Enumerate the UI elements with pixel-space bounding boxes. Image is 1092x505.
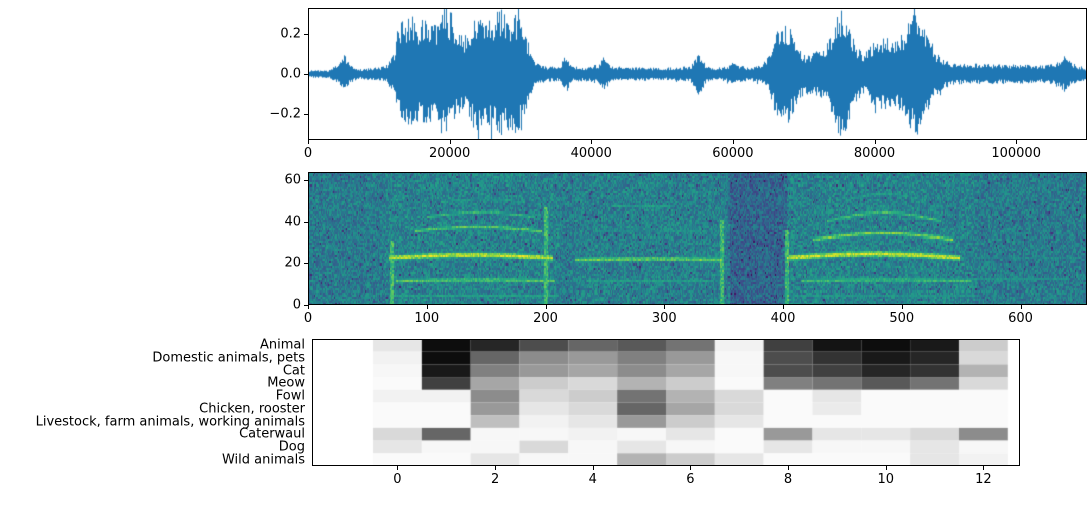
- x-tick-mark: [788, 466, 790, 470]
- x-tick-label: 2: [490, 472, 500, 487]
- x-tick-label: 10: [877, 472, 894, 487]
- x-tick-label: 600: [1008, 311, 1033, 326]
- x-tick-label: 20000: [428, 146, 471, 161]
- x-tick-mark: [1016, 140, 1018, 144]
- x-tick-label: 80000: [853, 146, 896, 161]
- class-row-label: Wild animals: [221, 452, 305, 468]
- class-row-label: Domestic animals, pets: [152, 350, 305, 366]
- x-tick-mark: [901, 305, 903, 309]
- y-tick-label: 20: [284, 255, 301, 271]
- x-tick-mark: [690, 466, 692, 470]
- y-tick-label: 40: [284, 214, 301, 230]
- x-tick-label: 40000: [570, 146, 612, 161]
- spectrogram-subplot: 0 100 200 300 400 500 600 0 20 40 60: [284, 172, 1087, 325]
- y-tick-mark: [304, 74, 308, 75]
- y-tick-mark: [304, 221, 308, 223]
- x-tick-mark: [664, 305, 666, 309]
- x-tick-mark: [983, 466, 985, 470]
- class-scores-canvas: [312, 339, 1020, 466]
- class-row-label: Livestock, farm animals, working animals: [35, 414, 305, 430]
- class-row-label: Dog: [278, 439, 305, 455]
- y-tick-mark: [304, 114, 308, 115]
- x-tick-label: 400: [770, 311, 796, 326]
- x-tick-label: 100: [414, 311, 440, 326]
- x-tick-label: 8: [783, 472, 793, 487]
- x-tick-label: 200: [533, 311, 558, 326]
- class-row-label: Animal: [260, 337, 305, 353]
- x-tick-mark: [1020, 305, 1022, 309]
- x-tick-mark: [545, 305, 547, 309]
- waveform-canvas: [308, 8, 1087, 140]
- y-tick-label: −0.2: [269, 106, 301, 122]
- class-row-label: Meow: [267, 375, 305, 391]
- x-tick-mark: [308, 305, 309, 309]
- x-tick-mark: [783, 305, 784, 309]
- y-tick-mark: [304, 34, 308, 35]
- y-tick-label: 0.0: [280, 66, 301, 82]
- x-tick-label: 0: [393, 472, 402, 487]
- x-tick-mark: [449, 140, 451, 144]
- class-row-label: Caterwaul: [239, 426, 305, 442]
- spectrogram-canvas: [308, 172, 1087, 305]
- x-tick-mark: [732, 140, 734, 144]
- class-row-label: Cat: [282, 363, 305, 379]
- y-tick-mark: [304, 305, 308, 306]
- class-row-label: Fowl: [275, 388, 305, 404]
- y-tick-label: 0: [292, 297, 301, 313]
- x-tick-label: 300: [651, 311, 677, 326]
- class-row-label: Chicken, rooster: [199, 401, 305, 417]
- x-tick-label: 0: [303, 146, 313, 161]
- y-tick-mark: [304, 180, 308, 182]
- x-tick-mark: [885, 466, 887, 470]
- x-tick-mark: [397, 466, 399, 470]
- x-tick-mark: [308, 140, 309, 144]
- x-tick-label: 0: [303, 311, 313, 326]
- x-tick-mark: [591, 140, 593, 144]
- x-tick-mark: [592, 466, 594, 470]
- class-scores-subplot: 0 2 4 6 8 10 12 Animal Domestic animals, pets Cat…: [36, 339, 1020, 486]
- x-tick-label: 100000: [991, 146, 1041, 161]
- x-tick-label: 500: [889, 311, 915, 326]
- waveform-subplot: 0 20000 40000 60000 80000 100000 −0.2 0.0 0.2: [269, 8, 1087, 160]
- y-tick-mark: [304, 263, 308, 265]
- x-tick-label: 4: [588, 472, 597, 487]
- x-tick-label: 60000: [712, 146, 754, 161]
- x-tick-mark: [495, 466, 497, 470]
- y-tick-label: 60: [284, 172, 301, 188]
- x-tick-mark: [426, 305, 428, 309]
- x-tick-label: 6: [686, 472, 695, 487]
- x-tick-mark: [874, 140, 876, 144]
- x-tick-label: 12: [975, 472, 992, 487]
- y-tick-label: 0.2: [280, 26, 301, 42]
